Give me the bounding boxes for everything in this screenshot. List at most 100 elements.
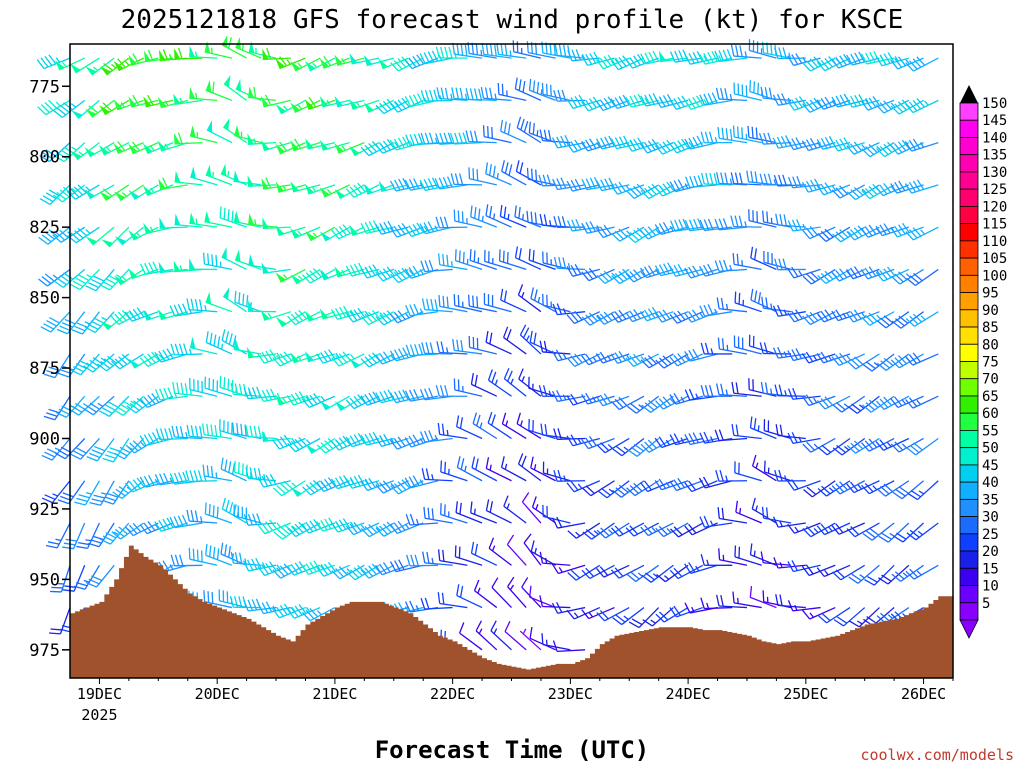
barb-full <box>280 526 290 535</box>
barb-half <box>291 437 296 444</box>
barb-full <box>181 514 188 526</box>
barb-full <box>409 134 415 146</box>
barb-pennant <box>142 185 153 196</box>
barb-full <box>45 192 57 200</box>
barb-full <box>435 385 440 397</box>
wind-barb <box>302 480 336 496</box>
barb-shaft <box>424 99 453 102</box>
barb-half <box>890 185 896 192</box>
barb-full <box>422 551 426 563</box>
barb-full <box>762 590 765 602</box>
barb-half <box>320 395 326 402</box>
barb-full <box>323 56 332 66</box>
barb-full <box>633 138 641 149</box>
barb-shaft <box>293 564 321 576</box>
barb-full <box>596 274 606 284</box>
barb-full <box>517 453 524 465</box>
barb-full <box>730 44 735 57</box>
barb-full <box>883 223 891 234</box>
barb-full <box>404 179 412 191</box>
barb-pennant <box>262 48 269 60</box>
barb-full <box>881 532 892 540</box>
barb-full <box>93 494 105 499</box>
colorbar-cell <box>959 292 979 311</box>
barb-full <box>581 271 590 282</box>
barb-shaft <box>691 311 718 323</box>
barb-full <box>575 49 581 61</box>
barb-shaft <box>411 437 439 448</box>
barb-shaft <box>811 268 836 285</box>
barb-full <box>704 385 710 397</box>
barb-full <box>523 533 532 544</box>
barb-full <box>697 218 703 230</box>
barb-shaft <box>322 522 350 532</box>
barb-full <box>163 472 169 484</box>
barb-full <box>478 88 483 100</box>
barb-full <box>832 571 842 581</box>
barb-shaft <box>248 184 277 187</box>
barb-full <box>286 395 295 406</box>
barb-full <box>603 224 612 235</box>
barb-full <box>909 529 920 538</box>
barb-full <box>56 107 67 116</box>
barb-full <box>514 246 519 258</box>
barb-full <box>54 155 65 163</box>
wind-barb <box>301 518 336 534</box>
barb-full <box>99 283 111 291</box>
barb-shaft <box>719 308 748 313</box>
wind-barb <box>748 39 777 59</box>
barb-full <box>77 227 88 237</box>
wind-barb <box>581 221 615 234</box>
wind-barb <box>389 520 424 535</box>
barb-full <box>523 121 529 133</box>
barb-full <box>570 265 578 276</box>
wind-barb <box>514 77 542 101</box>
barb-full <box>56 191 67 200</box>
barb-full <box>173 516 180 528</box>
barb-full <box>912 313 922 323</box>
barb-full <box>368 354 377 364</box>
barb-half <box>121 192 128 197</box>
barb-pennant <box>261 178 269 190</box>
barb-shaft <box>542 351 571 355</box>
barb-full <box>224 544 228 556</box>
barb-full <box>864 226 873 237</box>
barb-full <box>112 491 123 500</box>
barb-full <box>70 369 82 376</box>
barb-full <box>759 173 764 186</box>
barb-full <box>836 616 848 624</box>
barb-full <box>116 449 128 457</box>
barb-full <box>688 480 697 491</box>
barb-full <box>585 392 593 404</box>
barb-full <box>439 132 445 145</box>
barb-full <box>459 622 465 634</box>
barb-half <box>312 62 318 68</box>
barb-shaft <box>484 136 512 144</box>
barb-half <box>204 305 207 311</box>
wind-barb <box>53 99 86 118</box>
wind-barb <box>787 600 821 612</box>
wind-barb <box>890 99 924 115</box>
barb-full <box>864 482 874 493</box>
barb-pennant <box>363 54 373 66</box>
barb-full <box>338 566 348 576</box>
barb-shaft <box>471 383 498 397</box>
wind-barb <box>155 427 188 441</box>
barb-full <box>763 460 766 473</box>
barb-shaft <box>601 184 630 192</box>
barb-full <box>747 125 750 138</box>
wind-barb <box>453 209 483 228</box>
barb-half <box>562 308 567 314</box>
barb-pennant <box>247 175 254 187</box>
barb-shaft <box>486 467 512 482</box>
barb-half <box>670 398 675 404</box>
barb-half <box>493 628 498 634</box>
barb-full <box>535 42 538 55</box>
barb-full <box>360 222 368 234</box>
barb-half <box>794 526 799 533</box>
colorbar-label: 10 <box>982 579 999 595</box>
barb-full <box>787 523 796 534</box>
barb-shaft <box>778 311 806 317</box>
barb-shaft <box>50 311 71 333</box>
barb-shaft <box>823 184 851 196</box>
